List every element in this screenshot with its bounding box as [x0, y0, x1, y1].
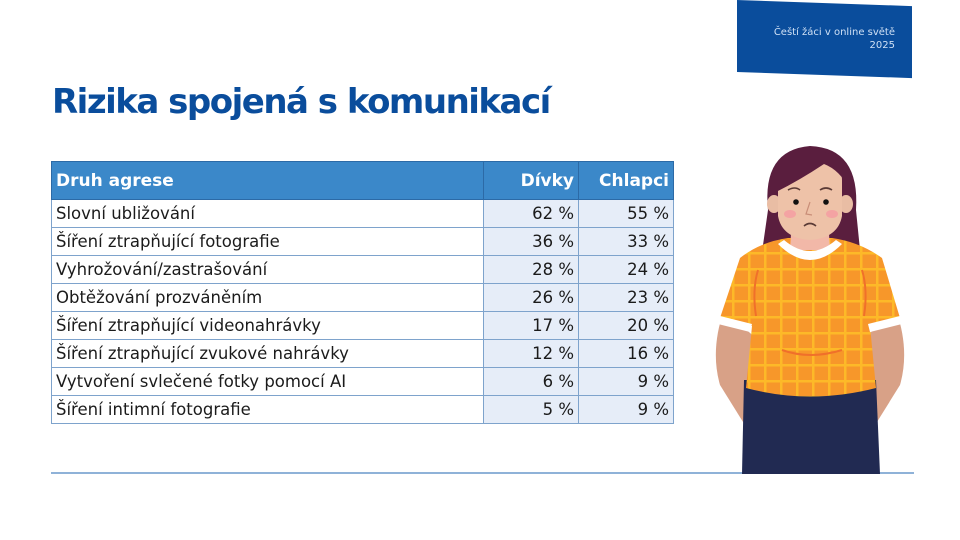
row-boys: 20 %: [578, 311, 674, 340]
table-row: Šíření ztrapňující videonahrávky 17 % 20…: [51, 311, 674, 340]
row-boys: 24 %: [578, 255, 674, 284]
corner-label-line2: 2025: [869, 40, 895, 51]
header-boys: Chlapci: [578, 161, 674, 200]
row-name: Vyhrožování/zastrašování: [51, 255, 484, 284]
row-boys: 9 %: [578, 395, 674, 424]
table-row: Šíření ztrapňující zvukové nahrávky 12 %…: [51, 339, 674, 368]
row-boys: 9 %: [578, 367, 674, 396]
table-row: Vyhrožování/zastrašování 28 % 24 %: [51, 255, 674, 284]
table-header-row: Druh agrese Dívky Chlapci: [51, 161, 674, 200]
sad-girl-illustration-icon: [715, 146, 905, 474]
table-row: Šíření intimní fotografie 5 % 9 %: [51, 395, 674, 424]
row-boys: 16 %: [578, 339, 674, 368]
row-name: Šíření ztrapňující zvukové nahrávky: [51, 339, 484, 368]
row-girls: 26 %: [483, 283, 579, 312]
row-girls: 12 %: [483, 339, 579, 368]
table-row: Slovní ubližování 62 % 55 %: [51, 199, 674, 228]
row-girls: 36 %: [483, 227, 579, 256]
row-girls: 6 %: [483, 367, 579, 396]
table-row: Šíření ztrapňující fotografie 36 % 33 %: [51, 227, 674, 256]
row-girls: 62 %: [483, 199, 579, 228]
row-boys: 55 %: [578, 199, 674, 228]
header-girls: Dívky: [483, 161, 579, 200]
row-name: Šíření intimní fotografie: [51, 395, 484, 424]
row-name: Vytvoření svlečené fotky pomocí AI: [51, 367, 484, 396]
row-boys: 23 %: [578, 283, 674, 312]
table-row: Vytvoření svlečené fotky pomocí AI 6 % 9…: [51, 367, 674, 396]
corner-label-line1: Čeští žáci v online světě: [773, 27, 895, 38]
aggression-table: Druh agrese Dívky Chlapci Slovní ubližov…: [51, 161, 674, 424]
row-name: Slovní ubližování: [51, 199, 484, 228]
table-row: Obtěžování prozváněním 26 % 23 %: [51, 283, 674, 312]
corner-label: Čeští žáci v online světě 2025: [740, 26, 895, 52]
page-title: Rizika spojená s komunikací: [52, 82, 551, 122]
row-girls: 5 %: [483, 395, 579, 424]
row-name: Šíření ztrapňující fotografie: [51, 227, 484, 256]
bottom-divider: [51, 472, 914, 474]
row-girls: 28 %: [483, 255, 579, 284]
row-boys: 33 %: [578, 227, 674, 256]
header-type: Druh agrese: [51, 161, 484, 200]
row-name: Šíření ztrapňující videonahrávky: [51, 311, 484, 340]
row-girls: 17 %: [483, 311, 579, 340]
row-name: Obtěžování prozváněním: [51, 283, 484, 312]
